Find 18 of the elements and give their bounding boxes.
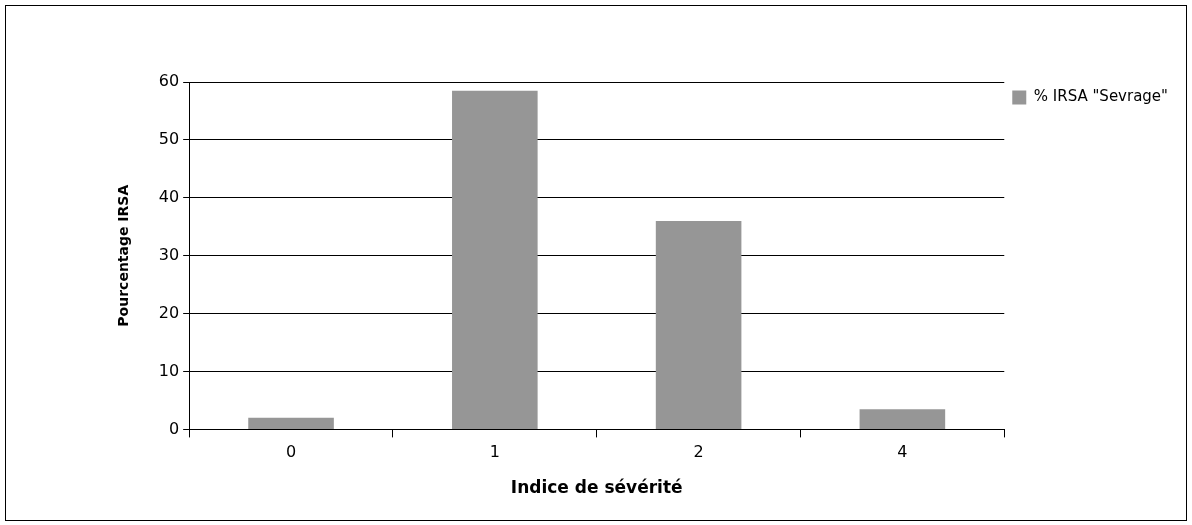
y-tick-label: 0 (168, 418, 180, 438)
bar (248, 417, 334, 429)
x-tick-label: 4 (897, 442, 908, 462)
y-tick-label: 20 (158, 302, 180, 322)
y-tick-label: 50 (158, 129, 180, 149)
legend-label: % IRSA "Sevrage" (1033, 87, 1168, 106)
y-axis-title: Pourcentage IRSA (115, 184, 132, 327)
y-tick-label: 60 (158, 71, 180, 91)
x-tick-label: 2 (693, 442, 704, 462)
y-tick-label: 30 (158, 244, 180, 264)
bar (452, 90, 538, 429)
x-axis-title: Indice de sévérité (510, 477, 683, 498)
x-tick-label: 0 (285, 442, 297, 462)
bar (859, 409, 946, 429)
x-tick-label: 1 (489, 442, 500, 462)
bar (655, 220, 742, 429)
y-tick-label: 10 (158, 360, 180, 380)
y-tick-label: 40 (158, 186, 180, 206)
